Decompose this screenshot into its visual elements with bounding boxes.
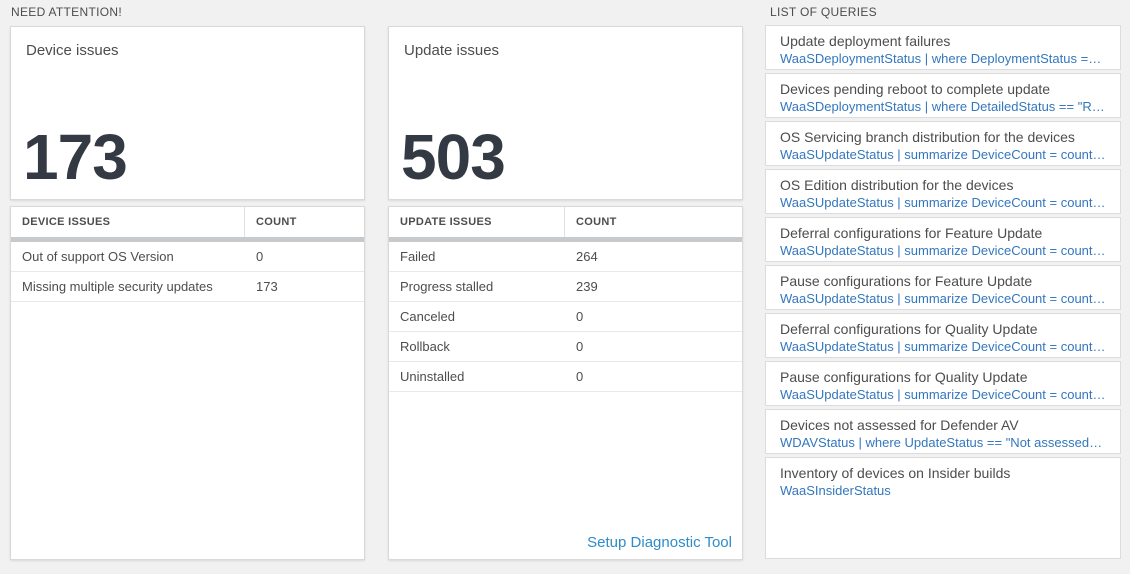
query-link[interactable]: WDAVStatus | where UpdateStatus == "Not …: [780, 435, 1106, 450]
row-label: Progress stalled: [400, 279, 494, 294]
update-issues-title: Update issues: [404, 42, 500, 59]
device-table-header: DEVICE ISSUES COUNT: [11, 207, 364, 237]
table-row[interactable]: Failed 264: [389, 242, 742, 272]
row-label: Rollback: [400, 339, 450, 354]
query-title: Devices not assessed for Defender AV: [780, 417, 1019, 433]
query-title: OS Edition distribution for the devices: [780, 177, 1014, 193]
query-list-item[interactable]: Update deployment failures WaaSDeploymen…: [765, 25, 1121, 70]
device-table-header-issues: DEVICE ISSUES: [11, 207, 245, 237]
query-list-item[interactable]: Deferral configurations for Quality Upda…: [765, 313, 1121, 358]
table-row[interactable]: Out of support OS Version 0: [11, 242, 364, 272]
row-count: 173: [256, 279, 278, 294]
query-list-item[interactable]: Devices pending reboot to complete updat…: [765, 73, 1121, 118]
query-title: Inventory of devices on Insider builds: [780, 465, 1011, 481]
query-title: Deferral configurations for Quality Upda…: [780, 321, 1038, 337]
table-row[interactable]: Rollback 0: [389, 332, 742, 362]
query-link[interactable]: WaaSDeploymentStatus | where DetailedSta…: [780, 99, 1106, 114]
row-label: Uninstalled: [400, 369, 465, 384]
query-list-item[interactable]: Pause configurations for Quality Update …: [765, 361, 1121, 406]
row-count: 239: [576, 279, 598, 294]
query-list-section-title: LIST OF QUERIES: [770, 5, 877, 19]
query-list-item[interactable]: Deferral configurations for Feature Upda…: [765, 217, 1121, 262]
query-title: Update deployment failures: [780, 33, 951, 49]
table-row[interactable]: Canceled 0: [389, 302, 742, 332]
setup-diagnostic-tool-link[interactable]: Setup Diagnostic Tool: [587, 534, 732, 551]
device-issues-title: Device issues: [26, 42, 119, 59]
device-issues-count: 173: [23, 121, 128, 193]
query-list-item[interactable]: Inventory of devices on Insider builds W…: [765, 457, 1121, 559]
update-table-header: UPDATE ISSUES COUNT: [389, 207, 742, 237]
query-link[interactable]: WaaSDeploymentStatus | where DeploymentS…: [780, 51, 1106, 66]
device-table-header-count: COUNT: [256, 216, 297, 228]
query-list: Update deployment failures WaaSDeploymen…: [765, 25, 1121, 559]
query-list-item[interactable]: Devices not assessed for Defender AV WDA…: [765, 409, 1121, 454]
query-link[interactable]: WaaSUpdateStatus | summarize DeviceCount…: [780, 195, 1106, 210]
device-issues-tile[interactable]: Device issues 173: [10, 26, 365, 200]
table-header-bar: [11, 237, 364, 242]
update-table-header-count: COUNT: [576, 216, 617, 228]
query-list-item[interactable]: OS Edition distribution for the devices …: [765, 169, 1121, 214]
query-list-item[interactable]: Pause configurations for Feature Update …: [765, 265, 1121, 310]
row-label: Failed: [400, 249, 436, 264]
query-link[interactable]: WaaSUpdateStatus | summarize DeviceCount…: [780, 387, 1106, 402]
query-title: Pause configurations for Quality Update: [780, 369, 1028, 385]
query-link[interactable]: WaaSInsiderStatus: [780, 483, 891, 498]
row-count: 0: [576, 339, 584, 354]
query-title: Deferral configurations for Feature Upda…: [780, 225, 1043, 241]
query-title: Devices pending reboot to complete updat…: [780, 81, 1051, 97]
table-row[interactable]: Uninstalled 0: [389, 362, 742, 392]
query-link[interactable]: WaaSUpdateStatus | summarize DeviceCount…: [780, 291, 1106, 306]
device-issues-table: DEVICE ISSUES COUNT Out of support OS Ve…: [10, 206, 365, 560]
row-count: 0: [576, 369, 584, 384]
table-row[interactable]: Missing multiple security updates 173: [11, 272, 364, 302]
row-label: Out of support OS Version: [22, 249, 174, 264]
query-link[interactable]: WaaSUpdateStatus | summarize DeviceCount…: [780, 147, 1106, 162]
query-title: OS Servicing branch distribution for the…: [780, 129, 1075, 145]
update-issues-count: 503: [401, 121, 506, 193]
need-attention-section-title: NEED ATTENTION!: [11, 5, 122, 19]
update-table-header-issues: UPDATE ISSUES: [389, 207, 565, 237]
row-count: 0: [256, 249, 264, 264]
update-issues-table: UPDATE ISSUES COUNT Failed 264 Progress …: [388, 206, 743, 560]
query-list-item[interactable]: OS Servicing branch distribution for the…: [765, 121, 1121, 166]
query-title: Pause configurations for Feature Update: [780, 273, 1033, 289]
query-link[interactable]: WaaSUpdateStatus | summarize DeviceCount…: [780, 339, 1106, 354]
query-link[interactable]: WaaSUpdateStatus | summarize DeviceCount…: [780, 243, 1106, 258]
table-row[interactable]: Progress stalled 239: [389, 272, 742, 302]
update-issues-tile[interactable]: Update issues 503: [388, 26, 743, 200]
row-label: Canceled: [400, 309, 455, 324]
row-count: 264: [576, 249, 598, 264]
table-header-bar: [389, 237, 742, 242]
row-label: Missing multiple security updates: [22, 279, 213, 294]
row-count: 0: [576, 309, 584, 324]
